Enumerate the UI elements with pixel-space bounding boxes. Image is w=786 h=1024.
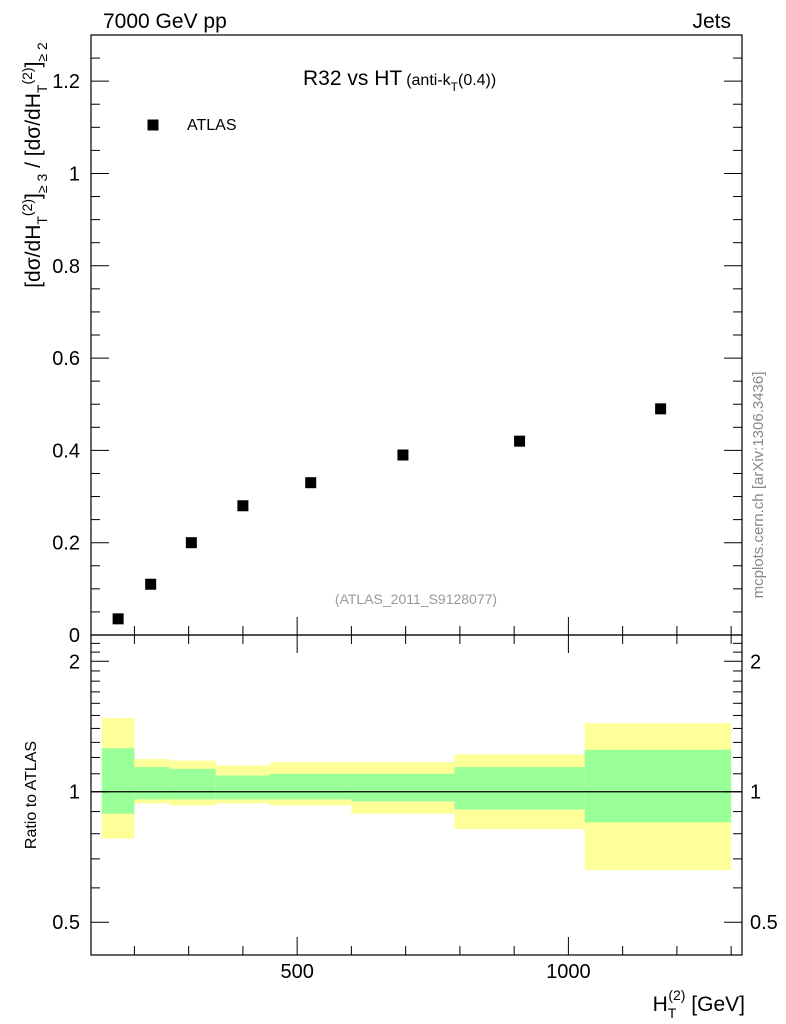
ylabel-sub2: ≥ 3 [34, 174, 50, 194]
main-y-axis-label: [dσ/dHT(2)]≥ 3 / [dσ/dHT(2)]≥ 2 [19, 42, 50, 288]
inner-band [134, 767, 170, 800]
data-point [514, 435, 526, 447]
x-tick-label: 1000 [546, 961, 591, 983]
main-plot-ticks [91, 34, 742, 636]
ratio-plot-ticks [91, 635, 742, 955]
inner-band [169, 768, 216, 800]
inner-band [351, 773, 455, 802]
x-tick-label: 500 [280, 961, 313, 983]
ylabel-sub4: ≥ 2 [34, 42, 50, 62]
y-tick-label: 0.4 [52, 440, 80, 462]
y-tick-label-left: 0.5 [52, 912, 80, 934]
plot-title-sub-index: T [451, 80, 459, 94]
xlabel-sup: (2) [668, 987, 685, 1003]
y-tick-label: 1 [69, 163, 80, 185]
data-point [145, 578, 157, 590]
data-points [112, 403, 667, 625]
y-tick-label-left: 2 [69, 651, 80, 673]
ratio-y-tick-labels: 0.5 0.5 1 1 2 2 [52, 651, 778, 934]
x-tick-labels: 500 1000 [280, 961, 590, 983]
data-point [655, 403, 667, 415]
legend-marker-atlas [147, 119, 159, 131]
data-point [237, 500, 249, 512]
ylabel-sup1: (2) [19, 199, 35, 216]
y-tick-label-right: 0.5 [750, 912, 778, 934]
ylabel-part1: [dσ/dH [22, 225, 45, 288]
inner-band [270, 773, 352, 800]
y-tick-label: 0 [69, 625, 80, 647]
ylabel-part2: ] [22, 193, 45, 199]
side-label: mcplots.cern.ch [arXiv:1306.3436] [750, 372, 767, 599]
inner-band [101, 748, 135, 814]
main-y-tick-labels: 0 0.2 0.4 0.6 0.8 1 1.2 [52, 71, 80, 647]
data-point [305, 477, 317, 489]
ylabel-part4: ] [22, 62, 45, 68]
ylabel-sub1: T [34, 216, 50, 225]
y-tick-label-left: 1 [69, 782, 80, 804]
xlabel-main: H [653, 993, 668, 1016]
plot-title-main: R32 vs HT [303, 67, 402, 90]
y-tick-label-right: 2 [750, 651, 761, 673]
y-tick-label-right: 1 [750, 782, 761, 804]
data-point [112, 613, 124, 625]
ylabel-sub3: T [34, 84, 50, 93]
data-point [397, 449, 409, 461]
plot-title-sub-prefix: (anti-k [406, 72, 451, 89]
data-point [185, 537, 197, 549]
y-tick-label: 0.6 [52, 348, 80, 370]
y-tick-label: 0.2 [52, 533, 80, 555]
plot-title: R32 vs HT (anti-kT(0.4)) [303, 67, 496, 94]
inner-band [215, 775, 271, 800]
ratio-bands [101, 717, 732, 870]
analysis-watermark: (ATLAS_2011_S9128077) [335, 591, 497, 607]
ratio-y-axis-label: Ratio to ATLAS [23, 741, 40, 849]
legend-label-atlas: ATLAS [187, 117, 237, 134]
xlabel-unit: [GeV] [685, 993, 745, 1016]
header-right: Jets [692, 10, 731, 33]
plot-title-sub-suffix: (0.4)) [458, 72, 496, 89]
ylabel-part3: / [dσ/dH [22, 93, 45, 174]
y-tick-label: 0.8 [52, 256, 80, 278]
y-tick-label: 1.2 [52, 71, 80, 93]
header-left: 7000 GeV pp [103, 10, 227, 33]
x-axis-label: HT (2) [GeV] [653, 987, 745, 1021]
xlabel-sub: T [668, 1005, 677, 1021]
inner-band [454, 767, 585, 810]
ratio-plot-frame [90, 634, 743, 956]
ylabel-sup3: (2) [19, 67, 35, 84]
inner-band [584, 749, 732, 823]
